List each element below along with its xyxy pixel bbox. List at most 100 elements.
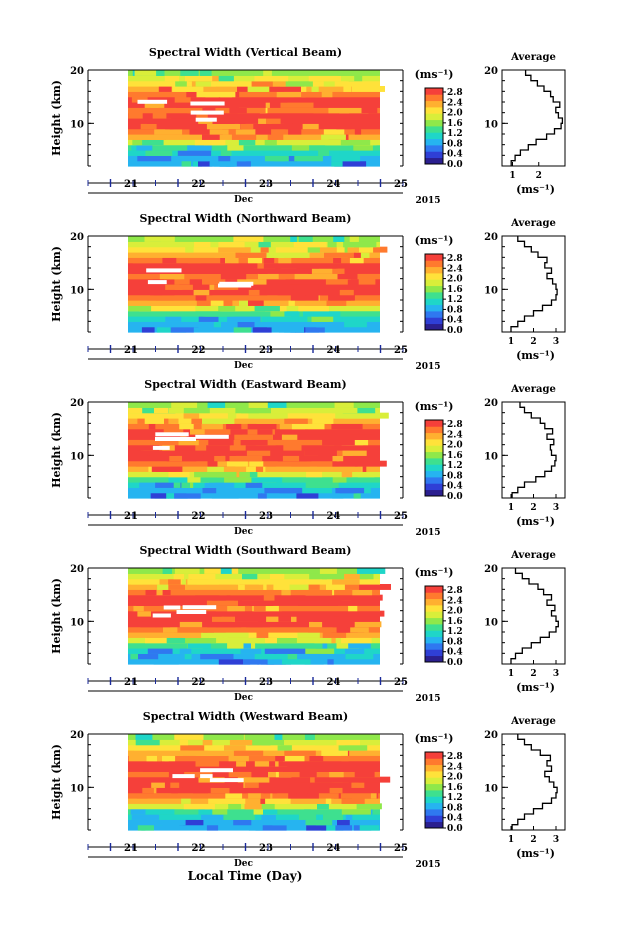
heatmap-cell [318, 294, 327, 301]
heatmap-cell [177, 150, 212, 156]
heatmap-cell [229, 787, 247, 794]
colorbar-tick-label: 1.2 [447, 793, 463, 803]
heatmap-cell [261, 814, 269, 820]
heatmap-cell [302, 262, 320, 269]
profile-y-tick-label: 10 [484, 783, 498, 794]
heatmap-cell [334, 160, 367, 167]
colorbar-tick-label: 2.8 [447, 88, 463, 98]
colorbar-segment [425, 617, 443, 625]
heatmap-cell [240, 648, 262, 654]
colorbar-segment [425, 483, 443, 491]
heatmap-cell [182, 782, 190, 788]
heatmap-cell [135, 739, 160, 746]
heatmap-cell [253, 605, 266, 612]
heatmap-cell [136, 600, 160, 606]
heatmap-cell [179, 621, 203, 628]
profile-x-tick-label: 1 [508, 337, 514, 347]
x-tick-label: 23 [259, 345, 273, 356]
heatmap-cell [145, 150, 173, 156]
colorbar-unit: (ms⁻¹) [415, 234, 454, 247]
heatmap-cell [175, 80, 194, 87]
heatmap-cell [342, 407, 376, 414]
heatmap-cell [190, 798, 209, 804]
y-axis-label: Height (km) [50, 80, 63, 156]
colorbar-tick-label: 2.4 [447, 596, 463, 606]
colorbar-unit: (ms⁻¹) [415, 732, 454, 745]
heatmap-cell [163, 626, 178, 633]
heatmap-cell [359, 584, 391, 590]
heatmap-cell [353, 144, 373, 151]
heatmap-cell [317, 321, 326, 328]
heatmap-cell [189, 418, 214, 424]
x-tick-label: 21 [124, 345, 138, 356]
heatmap-cell [346, 75, 355, 82]
profile-xlabel: (ms⁻¹) [516, 183, 555, 196]
heatmap-cell [276, 252, 310, 258]
heatmap-cell [282, 455, 300, 462]
colorbar-tick-label: 0.4 [447, 316, 463, 326]
heatmap-cell [343, 112, 371, 119]
heatmap-cell [290, 241, 297, 248]
heatmap-cell [174, 734, 204, 740]
heatmap-cell [259, 107, 266, 114]
heatmap-cell [248, 792, 273, 799]
profile-y-tick-label: 20 [484, 232, 498, 243]
heatmap-cell [297, 134, 317, 140]
heatmap-cell [258, 268, 268, 274]
month-label: Dec [234, 195, 254, 205]
heatmap-cell [236, 102, 266, 108]
heatmap-cell [218, 305, 236, 312]
heatmap-cell [159, 273, 181, 280]
heatmap-cell [332, 460, 358, 467]
y-axis-label: Height (km) [50, 744, 63, 820]
heatmap-cell [169, 123, 192, 130]
panel-title: Spectral Width (Westward Beam) [143, 710, 348, 723]
heatmap-cell [144, 418, 164, 424]
heatmap-cell [294, 776, 310, 783]
heatmap-cell [248, 632, 257, 638]
profile-xlabel: (ms⁻¹) [516, 349, 555, 362]
heatmap-cell [245, 482, 263, 488]
heatmap-cell [310, 803, 320, 810]
heatmap-cell [298, 584, 320, 590]
heatmap-cell [218, 241, 245, 248]
heatmap-cell [218, 112, 226, 119]
heatmap-cell [198, 798, 223, 804]
heatmap-cell [188, 776, 198, 783]
heatmap-cell [179, 423, 194, 430]
colorbar-segment [425, 771, 443, 778]
heatmap-cell [332, 621, 354, 628]
heatmap-gap [195, 117, 217, 122]
heatmap-cell [225, 600, 252, 606]
heatmap-cell [155, 134, 166, 140]
heatmap-cell [277, 289, 305, 296]
heatmap-cell [248, 300, 264, 306]
heatmap-cell [295, 326, 325, 333]
heatmap-cell [148, 423, 156, 430]
heatmap-cell [259, 289, 268, 296]
heatmap-cell [285, 123, 314, 130]
heatmap-band [128, 492, 380, 499]
colorbar-segment [425, 752, 443, 759]
heatmap-cell [170, 782, 180, 788]
heatmap-cell [225, 792, 243, 799]
heatmap-cell [166, 584, 185, 590]
heatmap-cell [203, 450, 234, 456]
panel-0: Spectral Width (Vertical Beam) 10 20 Height… [50, 46, 566, 206]
heatmap-cell [185, 246, 194, 253]
heatmap-cell [315, 739, 334, 746]
y-tick-label: 20 [70, 398, 84, 409]
heatmap-cell [212, 616, 240, 622]
profile-xlabel: (ms⁻¹) [516, 681, 555, 694]
heatmap-band [128, 150, 380, 156]
heatmap-cell [177, 760, 208, 767]
heatmap-cell [220, 91, 236, 98]
colorbar-segment [425, 598, 443, 606]
profile-x-tick-label: 3 [553, 835, 559, 845]
heatmap-cell [342, 316, 357, 322]
heatmap-cell [137, 444, 160, 451]
y-axis-label: Height (km) [50, 578, 63, 654]
heatmap-cell [135, 460, 170, 467]
heatmap-cell [168, 578, 181, 585]
